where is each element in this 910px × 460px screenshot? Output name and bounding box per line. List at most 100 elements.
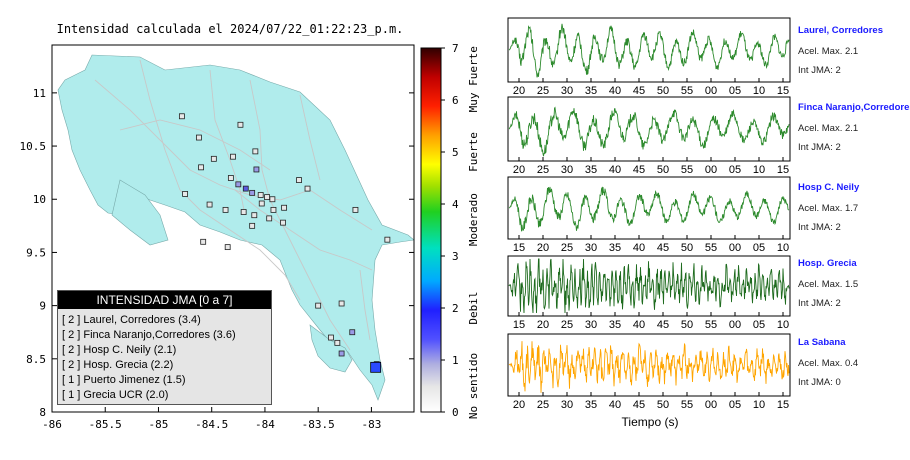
waveform-tick-label: 05: [729, 164, 741, 176]
waveform-trace: [508, 186, 790, 232]
station-marker: [178, 113, 185, 120]
map-y-tick-label: 8.5: [26, 353, 46, 366]
waveform-tick-label: 50: [657, 399, 669, 411]
waveform-tick-label: 15: [777, 164, 789, 176]
waveform-tick-label: 10: [753, 85, 765, 97]
waveform-tick-label: 05: [729, 399, 741, 411]
costa-rica-landmass: [57, 54, 414, 401]
trace-acel-max: Acel. Max. 2.1: [798, 123, 859, 134]
waveform-tick-label: 10: [777, 319, 789, 331]
trace-int-jma: Int JMA: 0: [798, 377, 841, 388]
waveform-tick-label: 15: [777, 399, 789, 411]
waveform-tick-label: 55: [681, 85, 693, 97]
colorbar-category-label: Muy Fuerte: [467, 46, 480, 112]
waveform-tick-label: 40: [633, 319, 645, 331]
waveform-tick-label: 10: [777, 242, 789, 254]
waveform-tick-label: 40: [609, 399, 621, 411]
waveform-tick-label: 50: [681, 319, 693, 331]
waveform-trace: [508, 106, 790, 157]
station-marker: [338, 350, 345, 357]
colorbar-tick-label: 0: [452, 406, 459, 419]
colorbar-categories: No sentido Debil Moderado Fuerte Muy Fuerte: [467, 46, 480, 419]
waveform-tick-label: 20: [513, 164, 525, 176]
waveform-tick-label: 05: [753, 319, 765, 331]
waveform-tick-label: 25: [537, 85, 549, 97]
trace-acel-max: Acel. Max. 1.5: [798, 279, 859, 290]
station-marker: [304, 185, 311, 192]
trace-acel-max: Acel. Max. 1.7: [798, 203, 859, 214]
trace-station-name: Laurel, Corredores: [798, 25, 883, 36]
colorbar: 0 1 2 3 4 5 6 7 No sentido Debil Moderado Fuerte Mu…: [420, 42, 480, 419]
waveform-trace: [508, 23, 790, 78]
waveform-trace: [508, 258, 790, 314]
station-marker: [264, 194, 270, 201]
waveform-tick-label: 50: [657, 164, 669, 176]
station-marker: [222, 206, 229, 213]
map-y-tick-label: 9: [39, 300, 46, 313]
colorbar-tick-label: 7: [452, 42, 459, 55]
waveform-tick-label: 35: [585, 164, 597, 176]
waveform-tick-label: 35: [585, 399, 597, 411]
station-marker: [210, 155, 217, 162]
map-x-tick-label: -85.5: [89, 418, 122, 431]
waveform-tick-label: 55: [705, 319, 717, 331]
station-marker: [198, 164, 204, 171]
waveform-tick-label: 00: [705, 85, 717, 97]
waveform-panel: 20 25 30 35 40 45 50 55 00 05 10 15: [507, 17, 791, 97]
waveform-tick-label: 15: [777, 85, 789, 97]
map-x-tick-label: -83: [361, 418, 381, 431]
station-markers: [178, 113, 391, 373]
roads: [94, 59, 373, 351]
station-marker: [240, 209, 247, 215]
legend-entry: [ 2 ] Laurel, Corredores (3.4): [62, 314, 201, 326]
legend-entry: [ 1 ] Puerto Jimenez (1.5): [62, 374, 186, 386]
map-x-tick-label: -84: [255, 418, 275, 431]
waveform-panel: 20 25 30 35 40 45 50 55 00 05 10 15: [507, 333, 791, 411]
waveform-tick-label: 45: [633, 164, 645, 176]
nicoya-peninsula: [111, 179, 169, 246]
station-marker: [182, 191, 188, 197]
colorbar-tick-label: 4: [452, 198, 459, 211]
station-marker: [257, 192, 264, 198]
map-x-tick-label: -83.5: [302, 418, 335, 431]
waveform-tick-label: 45: [657, 242, 669, 254]
waveform-tick-label: 35: [609, 319, 621, 331]
waveform-tick-label: 30: [561, 164, 573, 176]
station-marker: [269, 196, 276, 203]
station-marker: [258, 200, 265, 207]
map-y-tick-label: 9.5: [26, 246, 46, 259]
map-y-tick-label: 10: [33, 193, 46, 206]
station-marker: [249, 222, 256, 229]
waveform-tick-label: 50: [681, 242, 693, 254]
waveform-frame: [507, 176, 791, 240]
station-marker: [328, 334, 334, 341]
waveform-tick-label: 40: [633, 242, 645, 254]
trace-info-la-sabana: La Sabana Acel. Max. 0.4 Int JMA: 0: [798, 337, 910, 392]
trace-station-name: Finca Naranjo,Corredores: [798, 102, 910, 113]
colorbar-category-label: No sentido: [467, 353, 480, 419]
colorbar-tick-label: 5: [452, 146, 459, 159]
waveform-tick-label: 20: [513, 399, 525, 411]
waveform-tick-label: 55: [681, 399, 693, 411]
map-y-tick-label: 8: [39, 406, 46, 419]
colorbar-category-label: Fuerte: [467, 132, 480, 172]
waveform-tick-label: 20: [537, 319, 549, 331]
station-marker: [384, 236, 391, 243]
waveform-tick-label: 30: [561, 85, 573, 97]
legend-entry: [ 2 ] Hosp C. Neily (2.1): [62, 344, 177, 356]
trace-station-name: La Sabana: [798, 337, 846, 348]
waveform-tick-label: 00: [729, 319, 741, 331]
colorbar-tick-label: 1: [452, 354, 459, 367]
waveform-tick-label: 25: [561, 242, 573, 254]
legend-title: INTENSIDAD JMA [0 a 7]: [58, 291, 271, 309]
legend-entry: [ 2 ] Hosp. Grecia (2.2): [62, 359, 174, 371]
station-marker: [338, 300, 345, 307]
station-marker: [252, 148, 259, 155]
station-marker: [270, 206, 277, 213]
waveform-tick-label: 00: [729, 242, 741, 254]
station-marker: [206, 201, 213, 208]
station-marker: [296, 177, 302, 183]
map-x-tick-label: -85: [149, 418, 169, 431]
station-marker: [235, 181, 242, 188]
waveform-tick-label: 35: [585, 85, 597, 97]
